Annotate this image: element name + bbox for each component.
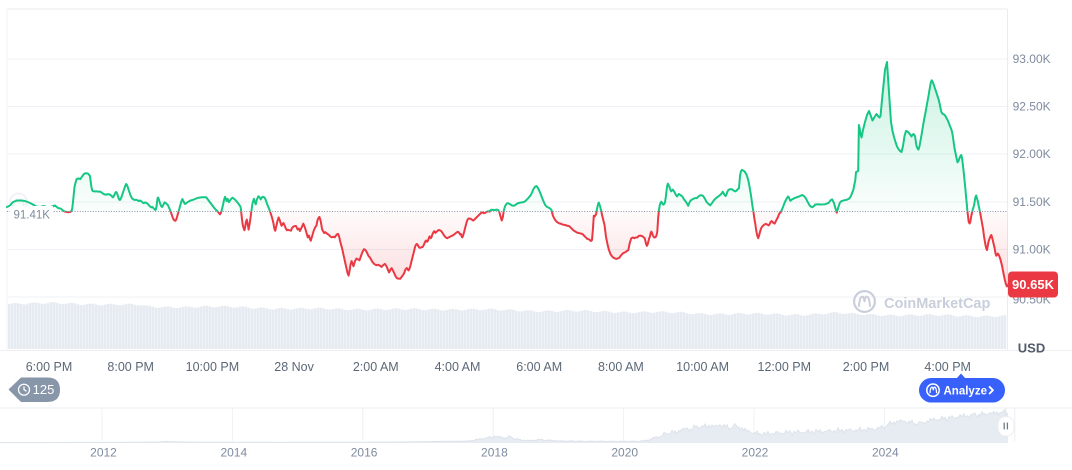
svg-text:2016: 2016 [351,446,378,460]
svg-text:4:00 PM: 4:00 PM [924,360,971,374]
svg-text:92.50K: 92.50K [1013,100,1051,114]
svg-text:USD: USD [1018,341,1045,356]
svg-text:2022: 2022 [742,446,769,460]
svg-text:92.00K: 92.00K [1013,147,1051,161]
svg-text:10:00 PM: 10:00 PM [186,360,240,374]
svg-text:90.65K: 90.65K [1012,277,1055,292]
svg-text:6:00 PM: 6:00 PM [26,360,73,374]
svg-text:2:00 PM: 2:00 PM [843,360,890,374]
svg-text:10:00 AM: 10:00 AM [676,360,729,374]
svg-text:2014: 2014 [220,446,247,460]
svg-text:CoinMarketCap: CoinMarketCap [884,296,990,312]
svg-text:91.00K: 91.00K [1013,243,1051,257]
svg-text:28 Nov: 28 Nov [274,360,314,374]
svg-text:6:00 AM: 6:00 AM [516,360,562,374]
svg-text:125: 125 [33,382,55,397]
svg-text:4:00 AM: 4:00 AM [435,360,481,374]
svg-text:8:00 AM: 8:00 AM [598,360,644,374]
svg-text:2:00 AM: 2:00 AM [353,360,399,374]
svg-text:91.50K: 91.50K [1013,195,1051,209]
svg-text:8:00 PM: 8:00 PM [107,360,154,374]
svg-text:Analyze: Analyze [944,385,987,397]
svg-text:2018: 2018 [481,446,508,460]
svg-text:93.00K: 93.00K [1013,52,1051,66]
svg-text:2012: 2012 [90,446,117,460]
svg-text:2024: 2024 [872,446,899,460]
svg-text:2020: 2020 [611,446,638,460]
svg-text:12:00 PM: 12:00 PM [758,360,812,374]
svg-text:91.41K: 91.41K [14,209,51,221]
